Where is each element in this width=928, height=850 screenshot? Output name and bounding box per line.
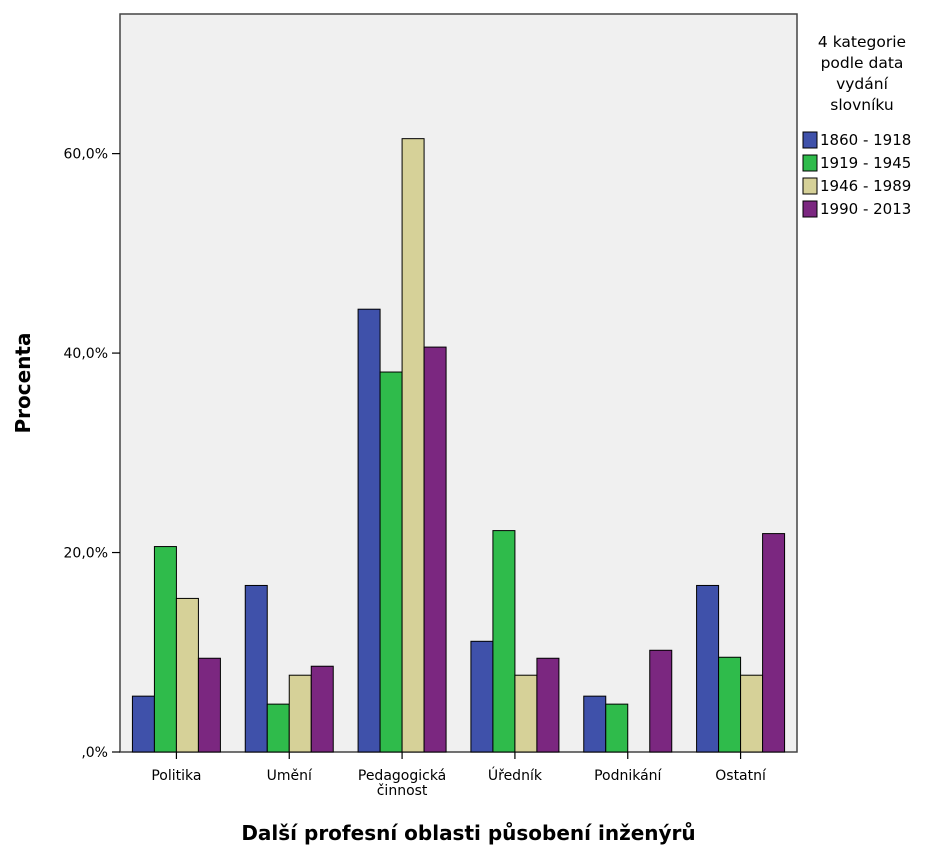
legend-title-line: podle data: [821, 54, 904, 72]
bar: [197, 657, 221, 753]
legend: 4 kategorie podle data vydání slovníku 1860 …: [802, 33, 911, 218]
bar: [379, 371, 403, 753]
x-tick-label: Politika: [151, 768, 201, 784]
bar: [131, 695, 155, 753]
bar: [357, 308, 381, 753]
legend-title-line: slovníku: [830, 96, 894, 114]
y-tick-label: 60,0%: [64, 147, 108, 163]
bar: [583, 695, 607, 753]
y-tick-label: ,0%: [81, 745, 108, 761]
legend-swatch: [802, 200, 818, 218]
bar: [536, 657, 560, 753]
legend-title-line: vydání: [836, 75, 889, 93]
bar: [696, 584, 720, 753]
bar: [740, 674, 764, 753]
bar: [288, 674, 312, 753]
legend-swatch: [802, 177, 818, 195]
bar: [423, 346, 447, 753]
bar: [492, 530, 516, 753]
x-tick-label: Pedagogická činnost: [358, 768, 446, 799]
x-axis: Politika Umění Pedagogická činnost Úředník Po…: [151, 752, 767, 799]
legend-label: 1860 - 1918: [820, 131, 911, 149]
bar: [175, 597, 199, 753]
y-tick-label: 20,0%: [64, 546, 108, 562]
legend-label: 1919 - 1945: [820, 154, 911, 172]
legend-swatch: [802, 131, 818, 149]
y-tick-label: 40,0%: [64, 346, 108, 362]
x-tick-label: Podnikání: [594, 768, 662, 784]
x-axis-title: Další profesní oblasti působení inženýrů: [241, 821, 695, 845]
legend-label: 1990 - 2013: [820, 200, 911, 218]
x-tick-label: Ostatní: [715, 768, 767, 784]
bar: [266, 703, 290, 753]
x-tick-label: Umění: [267, 768, 313, 784]
y-axis-title: Procenta: [11, 333, 35, 434]
bar: [649, 649, 673, 753]
legend-swatch: [802, 154, 818, 172]
bar: [401, 138, 425, 753]
bar: [470, 640, 494, 753]
legend-label: 1946 - 1989: [820, 177, 911, 195]
bar: [514, 674, 538, 753]
bar: [718, 656, 742, 753]
plot-area: [119, 13, 798, 753]
bar: [310, 665, 334, 753]
x-tick-label: Úředník: [488, 766, 543, 784]
bar: [153, 546, 177, 753]
bar: [762, 533, 786, 753]
bar: [244, 584, 268, 753]
bars-layer: [131, 138, 786, 753]
legend-title-line: 4 kategorie: [818, 33, 906, 51]
bar: [605, 703, 629, 753]
y-axis: ,0% 20,0% 40,0% 60,0%: [64, 147, 120, 761]
